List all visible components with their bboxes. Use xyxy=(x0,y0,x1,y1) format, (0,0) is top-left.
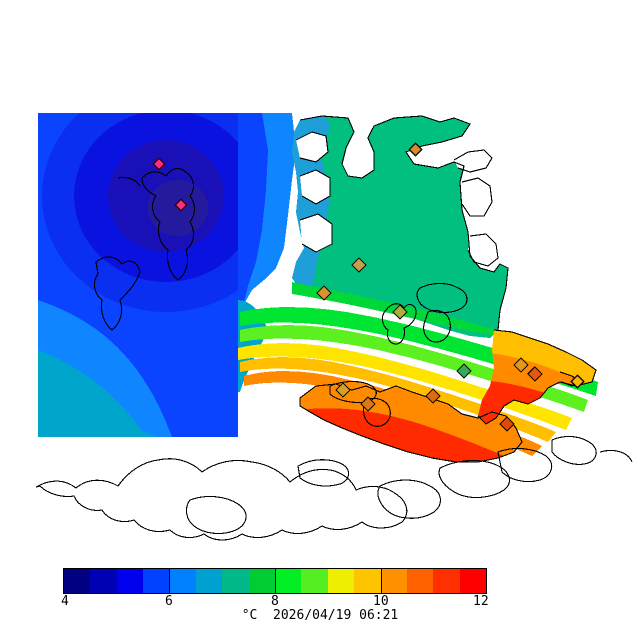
station-marker[interactable] xyxy=(527,366,543,382)
colorbar-swatch xyxy=(169,569,196,593)
colorbar-swatch xyxy=(195,569,223,593)
colorbar-swatch xyxy=(275,569,302,593)
colorbar-swatch xyxy=(222,569,249,593)
station-marker[interactable] xyxy=(335,382,351,398)
station-marker[interactable] xyxy=(360,396,376,412)
station-marker[interactable] xyxy=(392,304,408,320)
station-marker[interactable] xyxy=(456,363,472,379)
colorbar-swatch xyxy=(433,569,460,593)
colorbar-tick xyxy=(381,569,382,593)
station-marker[interactable] xyxy=(316,285,332,301)
colorbar-swatch xyxy=(64,569,91,593)
units-timestamp-label: °C 2026/04/19 06:21 xyxy=(241,608,399,623)
ocean-warm-band xyxy=(38,404,156,437)
colorbar-tick xyxy=(275,569,276,593)
station-marker[interactable] xyxy=(152,157,166,171)
station-marker[interactable] xyxy=(499,416,515,432)
station-marker[interactable] xyxy=(570,374,585,389)
colorbar-swatch xyxy=(354,569,381,593)
station-marker[interactable] xyxy=(408,142,423,157)
colorbar-swatch xyxy=(248,569,275,593)
colorbar-tick-labels: 4 6 8 10 12 xyxy=(0,594,640,610)
colorbar-tick-label: 10 xyxy=(373,594,389,609)
colorbar-swatch xyxy=(380,569,407,593)
colorbar-swatch xyxy=(90,569,117,593)
colorbar-swatch xyxy=(301,569,328,593)
colorbar-tick xyxy=(169,569,170,593)
colorbar-tick-label: 4 xyxy=(61,594,69,609)
colorbar-tick-label: 12 xyxy=(473,594,489,609)
colorbar[interactable] xyxy=(63,568,487,594)
colorbar-swatch xyxy=(406,569,434,593)
map-svg[interactable] xyxy=(0,0,640,560)
colorbar-swatch xyxy=(116,569,144,593)
station-marker[interactable] xyxy=(351,257,367,273)
station-marker[interactable] xyxy=(513,357,529,373)
northern-landmass xyxy=(292,116,508,338)
colorbar-tick-label: 8 xyxy=(271,594,279,609)
station-markers[interactable] xyxy=(152,142,585,432)
colorbar-swatch xyxy=(459,569,486,593)
colorbar-tick-label: 6 xyxy=(165,594,173,609)
station-marker[interactable] xyxy=(174,198,188,212)
southern-warm-field xyxy=(238,307,598,456)
colorbar-swatch xyxy=(327,569,355,593)
station-marker[interactable] xyxy=(425,388,441,404)
coastline-outlines xyxy=(35,115,633,541)
temperature-map[interactable] xyxy=(0,0,640,560)
colorbar-swatch xyxy=(143,569,170,593)
